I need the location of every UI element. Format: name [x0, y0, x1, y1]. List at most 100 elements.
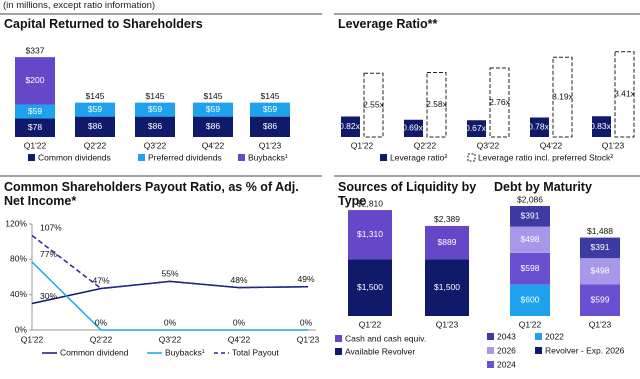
- bar-segment: [193, 116, 233, 137]
- value-label: 0%: [164, 317, 177, 327]
- bar: [467, 120, 486, 137]
- bar: [341, 116, 360, 137]
- bar: [426, 72, 447, 138]
- legend-label: Preferred dividends: [148, 152, 222, 162]
- value-label: $86: [263, 121, 277, 131]
- value-label: 3.19x: [552, 91, 574, 101]
- chart-title: Common Shareholders Payout Ratio, as % o…: [4, 180, 299, 208]
- legend-swatch: [335, 348, 342, 355]
- x-tick-label: Q3'22: [477, 140, 500, 150]
- value-label: $59: [28, 106, 42, 116]
- legend-label: Available Revolver: [345, 346, 415, 356]
- value-label: $78: [28, 122, 42, 132]
- legend-label: 2043: [497, 331, 516, 341]
- value-label: $1,500: [434, 282, 460, 292]
- x-tick-label: Q1'23: [297, 334, 320, 344]
- value-label: $889: [438, 237, 457, 247]
- legend-swatch: [535, 347, 542, 354]
- value-label: $1,500: [357, 282, 383, 292]
- x-tick-label: Q1'22: [24, 140, 47, 150]
- value-label: $59: [88, 104, 102, 114]
- bar-segment: [250, 116, 290, 137]
- bar-segment: [510, 226, 550, 253]
- total-label: $1,488: [587, 226, 613, 236]
- x-tick-label: Q1'23: [259, 140, 282, 150]
- x-tick-label: Q3'22: [159, 334, 182, 344]
- value-label: 55%: [161, 269, 178, 279]
- value-label: 0.78x: [528, 122, 550, 132]
- bar-segment: [425, 225, 469, 260]
- total-label: $2,389: [434, 214, 460, 224]
- x-tick-label: Q2'22: [90, 334, 113, 344]
- y-tick-label: 120%: [5, 218, 27, 228]
- line: [31, 261, 308, 331]
- bar: [530, 117, 549, 137]
- legend-label: Leverage ratio incl. preferred Stock²: [478, 152, 613, 162]
- bar-segment: [15, 118, 55, 137]
- x-tick-label: Q1'22: [359, 319, 382, 329]
- chart-title: Leverage Ratio**: [338, 17, 438, 31]
- value-label: 30%: [40, 291, 57, 301]
- value-label: 2.58x: [426, 99, 448, 109]
- legend-label: Buybacks¹: [165, 347, 205, 357]
- chart-title: Capital Returned to Shareholders: [4, 17, 203, 31]
- total-label: $2,086: [517, 194, 543, 204]
- legend-swatch: [335, 335, 342, 342]
- value-label: $391: [591, 242, 610, 252]
- bar: [363, 72, 384, 138]
- bar-segment: [510, 206, 550, 227]
- line: [31, 280, 309, 305]
- value-label: $598: [521, 263, 540, 273]
- legend-label: Common dividend: [60, 347, 129, 357]
- bar-segment: [15, 104, 55, 119]
- value-label: $59: [148, 104, 162, 114]
- value-label: 2.76x: [489, 97, 511, 107]
- legend-label: 2026: [497, 345, 516, 355]
- bar-segment: [510, 284, 550, 316]
- bar-segment: [250, 102, 290, 117]
- y-tick-label: 80%: [10, 254, 27, 264]
- bar-segment: [193, 102, 233, 117]
- total-label: $145: [146, 91, 165, 101]
- bar: [404, 119, 423, 137]
- y-tick-label: 0%: [15, 324, 28, 334]
- legend-swatch: [487, 333, 494, 340]
- value-label: 0%: [300, 317, 313, 327]
- value-label: 49%: [297, 274, 314, 284]
- value-label: $391: [521, 211, 540, 221]
- bar-segment: [135, 102, 175, 117]
- value-label: $600: [521, 294, 540, 304]
- legend-label: Common dividends: [38, 152, 111, 162]
- bar-segment: [348, 210, 392, 260]
- value-label: 0.69x: [402, 123, 424, 133]
- value-label: 107%: [40, 223, 62, 233]
- bar-segment: [510, 252, 550, 285]
- value-label: 0.83x: [590, 121, 612, 131]
- legend-label: Leverage ratio²: [390, 152, 447, 162]
- bar: [592, 116, 611, 137]
- legend-swatch: [138, 154, 145, 161]
- value-label: 47%: [92, 276, 109, 286]
- legend-label: Cash and cash equiv.: [345, 333, 426, 343]
- bar-segment: [425, 259, 469, 316]
- legend-swatch: [487, 361, 494, 368]
- value-label: 0.67x: [465, 123, 487, 133]
- legend-label: Total Payout: [232, 347, 279, 357]
- legend-swatch: [238, 154, 245, 161]
- total-label: $145: [86, 91, 105, 101]
- chart-title: Sources of Liquidity by Type: [338, 180, 477, 208]
- x-tick-label: Q1'22: [351, 140, 374, 150]
- total-label: $337: [26, 45, 45, 55]
- value-label: 0.82x: [339, 121, 361, 131]
- value-label: $599: [591, 294, 610, 304]
- value-label: 0%: [233, 317, 246, 327]
- x-tick-label: Q2'22: [414, 140, 437, 150]
- line: [31, 234, 309, 290]
- bar-segment: [135, 116, 175, 137]
- x-tick-label: Q2'22: [84, 140, 107, 150]
- value-label: $59: [206, 104, 220, 114]
- x-tick-label: Q4'22: [228, 334, 251, 344]
- value-label: $498: [591, 266, 610, 276]
- legend-swatch: [380, 154, 387, 161]
